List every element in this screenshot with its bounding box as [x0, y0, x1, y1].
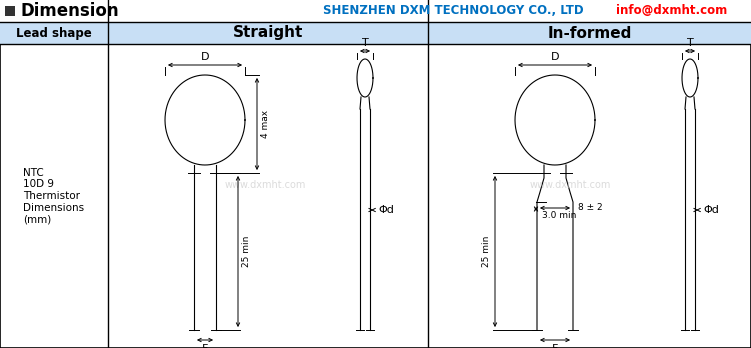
Text: 3.0 min: 3.0 min: [542, 212, 576, 221]
Text: 25 min: 25 min: [242, 236, 251, 267]
Text: 8 ± 2: 8 ± 2: [578, 204, 602, 213]
Text: T: T: [362, 38, 369, 48]
Bar: [5, 6, 15, 16]
Text: F: F: [552, 344, 558, 348]
Text: 4 max: 4 max: [261, 110, 270, 138]
Text: In-formed: In-formed: [547, 25, 632, 40]
Text: Straight: Straight: [233, 25, 303, 40]
Text: www.dxmht.com: www.dxmht.com: [529, 180, 611, 190]
Text: D: D: [201, 52, 210, 62]
Text: Φd: Φd: [703, 205, 719, 215]
Bar: [0, 22, 751, 44]
Text: D: D: [550, 52, 559, 62]
Text: SHENZHEN DXM TECHNOLOGY CO., LTD: SHENZHEN DXM TECHNOLOGY CO., LTD: [323, 5, 584, 17]
Text: Dimension: Dimension: [20, 2, 119, 20]
Text: Lead shape: Lead shape: [16, 26, 92, 40]
Bar: [0, 0, 751, 22]
Text: www.dxmht.com: www.dxmht.com: [225, 180, 306, 190]
Text: info@dxmht.com: info@dxmht.com: [616, 5, 727, 17]
Text: Φd: Φd: [378, 205, 394, 215]
Text: T: T: [686, 38, 693, 48]
Text: 25 min: 25 min: [482, 236, 491, 267]
Text: NTC
10D 9
Thermistor
Dimensions
(mm): NTC 10D 9 Thermistor Dimensions (mm): [23, 168, 85, 224]
Text: F: F: [202, 344, 208, 348]
